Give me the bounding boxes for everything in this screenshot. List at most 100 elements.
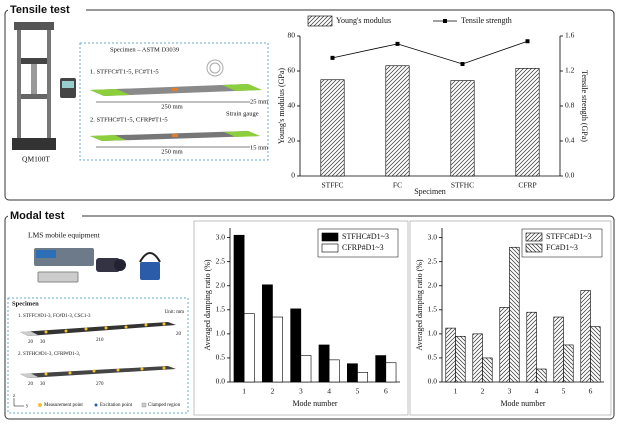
bar — [472, 333, 483, 383]
x-axis-title: Mode number — [500, 399, 545, 408]
bar — [563, 344, 574, 383]
axis-letter: z — [13, 394, 16, 399]
bar — [318, 344, 330, 383]
y-tick-label: 3.0 — [428, 232, 438, 241]
beam — [20, 322, 176, 336]
dimension: 30 — [40, 340, 46, 345]
legend-label: STFFC#D1~3 — [546, 232, 592, 241]
y-tick-label: 0.0 — [216, 377, 226, 386]
bar — [482, 357, 493, 383]
chart-frame — [193, 220, 409, 416]
bar — [455, 335, 466, 383]
bar — [526, 311, 537, 383]
specimen-set: 1. STFFC#D1-3, FC#D1-3, CSC1-3 — [18, 314, 91, 319]
dimension: 20 — [176, 332, 182, 337]
bar — [346, 363, 358, 383]
strip — [90, 131, 260, 148]
unit-label: Unit: mm — [165, 310, 184, 315]
y-tick-label: 2.5 — [216, 256, 226, 265]
specimen-box — [7, 297, 189, 414]
legend-label: CFRP#D1~3 — [342, 243, 384, 252]
y-tick-label: 0.0 — [428, 377, 438, 386]
specimen-set: 1. STFFC#T1-5, FC#T1-5 — [90, 68, 159, 75]
panel-frame — [4, 9, 615, 201]
x-tick-label: STFFC — [321, 181, 343, 190]
marker — [525, 39, 530, 44]
bar — [357, 372, 368, 383]
y-tick-label: 3.0 — [216, 232, 226, 241]
x-tick-label: 2 — [271, 387, 275, 396]
equipment — [34, 248, 161, 283]
y2-tick-label: 0.8 — [565, 101, 575, 110]
y-axis-title: Young's modulus (GPa) — [277, 68, 286, 145]
y-tick-label: 0.5 — [216, 353, 226, 362]
title-bg — [8, 3, 86, 17]
bar — [445, 327, 456, 383]
legend-swatch — [321, 232, 339, 242]
chart-frame — [409, 220, 612, 416]
gauge-label: Strain gauge — [226, 110, 259, 117]
x-tick-label: 4 — [535, 387, 539, 396]
panel-title: Tensile test — [10, 4, 70, 16]
x-axis-title: Mode number — [292, 399, 337, 408]
y-tick-label: 20 — [288, 136, 296, 145]
legend-swatch — [321, 243, 339, 253]
y-axis-title: Averaged damping ratio (%) — [203, 259, 212, 350]
y-tick-label: 1.0 — [216, 329, 226, 338]
y-axis-title: Averaged damping ratio (%) — [415, 259, 424, 350]
specimen-box — [79, 42, 269, 161]
dimension: 20 — [28, 382, 34, 387]
x-tick-label: 6 — [384, 387, 388, 396]
y2-axis-title: Tensile strength (GPa) — [580, 70, 589, 142]
legend-text: Measurement point — [44, 403, 83, 408]
specimen-title: Specimen — [12, 300, 39, 307]
y-tick-label: 40 — [288, 101, 296, 110]
bar — [375, 355, 387, 383]
line — [332, 40, 528, 65]
legend-symbol — [94, 403, 98, 407]
dimension: 250 mm — [161, 103, 183, 110]
x-tick-label: 3 — [508, 387, 512, 396]
specimen-title: Specimen – ASTM D3039 — [110, 46, 179, 53]
legend-symbol — [38, 403, 42, 407]
bar — [320, 79, 345, 177]
dimension: 30 — [40, 382, 46, 387]
marker — [460, 62, 465, 66]
x-tick-label: 1 — [242, 387, 246, 396]
bar — [509, 246, 520, 383]
bar — [499, 307, 510, 383]
x-tick-label: FC — [393, 181, 402, 190]
panel-title: Modal test — [10, 210, 65, 222]
marker — [395, 41, 400, 46]
x-tick-label: 2 — [481, 387, 485, 396]
bar — [580, 290, 591, 383]
marker — [330, 55, 335, 60]
x-tick-label: CFRP — [518, 181, 536, 190]
bar — [243, 313, 255, 383]
y-tick-label: 60 — [288, 66, 296, 75]
bar — [233, 234, 245, 383]
axis-letter: y — [26, 404, 29, 409]
legend-swatch — [307, 15, 333, 27]
title-bg — [8, 209, 82, 223]
bar — [261, 284, 273, 383]
y2-tick-label: 0.4 — [565, 136, 575, 145]
legend-label: STFHC#D1~3 — [342, 232, 389, 241]
x-axis-title: Specimen — [414, 187, 446, 196]
x-tick-label: 5 — [562, 387, 566, 396]
y-tick-label: 1.5 — [428, 305, 438, 314]
machine — [12, 22, 76, 150]
legend-marker — [443, 19, 447, 23]
legend-swatch — [525, 243, 543, 253]
y2-tick-label: 0.0 — [565, 171, 575, 180]
y-tick-label: 1.5 — [216, 305, 226, 314]
bar — [590, 326, 601, 383]
beam — [20, 366, 176, 378]
specimen-set: 2. STFHC#D1-3, CFRP#D1-3, — [18, 352, 80, 357]
dimension: 210 — [96, 338, 104, 343]
y-tick-label: 2.0 — [216, 280, 226, 289]
machine-label: QM100T — [22, 155, 50, 164]
bar — [272, 316, 283, 383]
specimen-set: 2. STFHC#T1-5, CFRP#T1-5 — [90, 116, 168, 123]
